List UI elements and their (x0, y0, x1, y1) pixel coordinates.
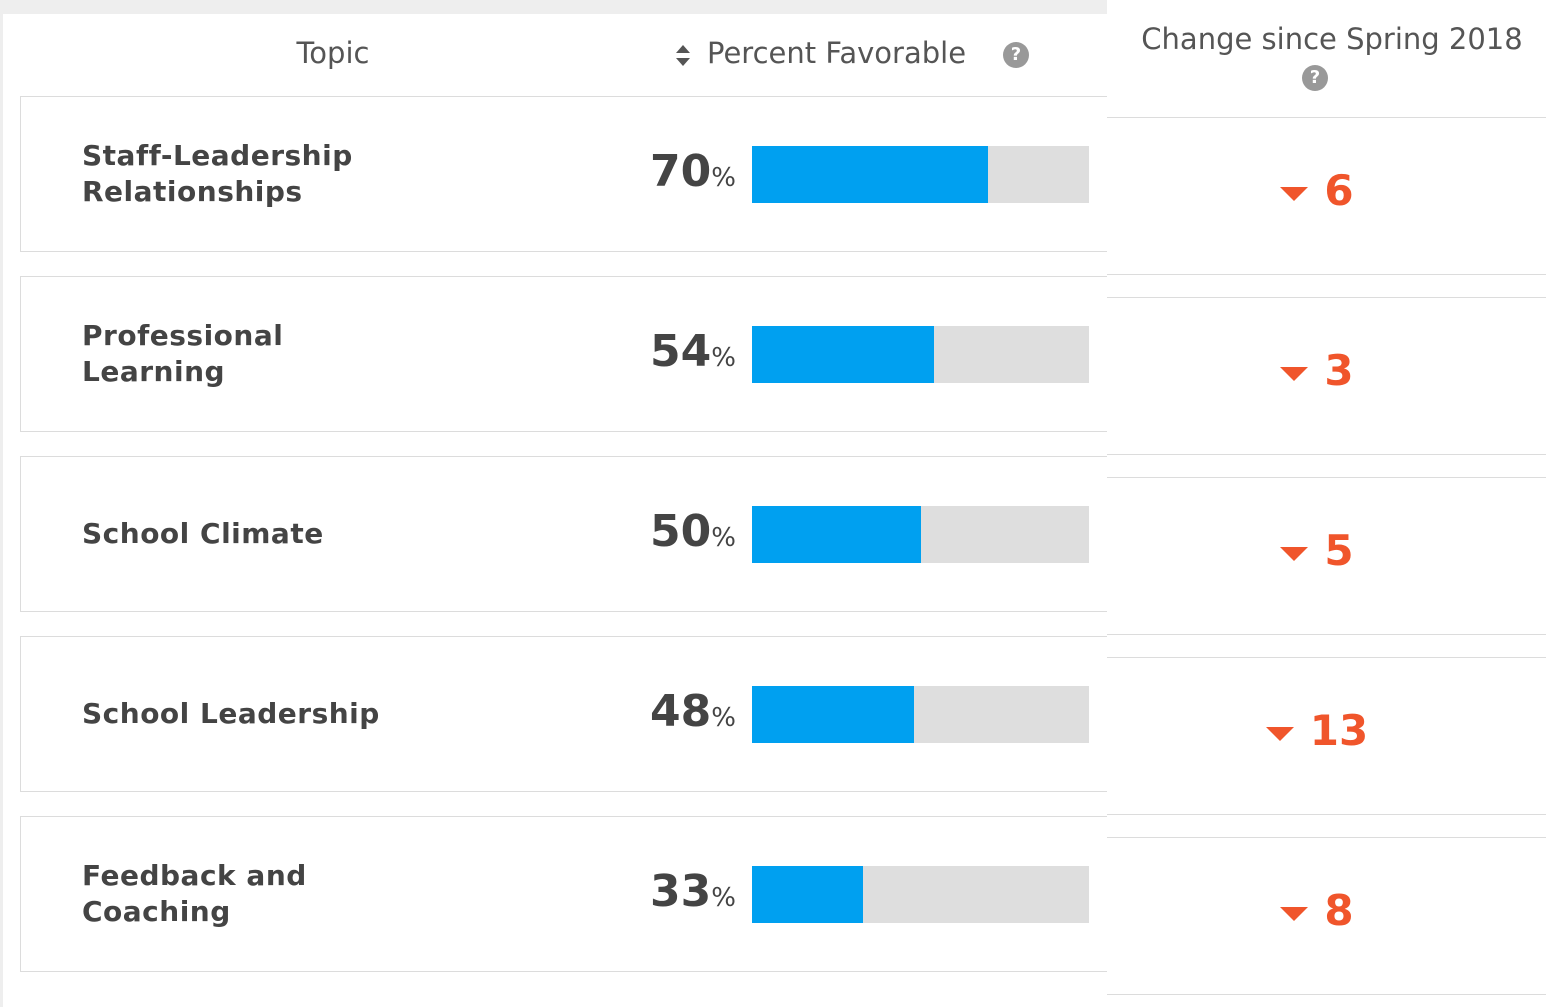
bar-track (752, 506, 1089, 563)
down-arrow (1280, 906, 1309, 921)
bar-track (752, 866, 1089, 923)
change-label: 8 (1107, 886, 1527, 935)
topic-label: Professional Learning (82, 319, 284, 388)
percent-header[interactable]: Percent Favorable (707, 36, 967, 70)
percent-value: 70 (650, 146, 712, 197)
down-arrow (1280, 186, 1309, 201)
bar (752, 506, 921, 563)
topic-header[interactable]: Topic (296, 36, 370, 70)
bar-track (752, 686, 1089, 743)
change-cell (1107, 837, 1546, 995)
change-label: 5 (1107, 526, 1527, 575)
change-cell (1107, 477, 1546, 635)
change-header: Change since Spring 2018 (1141, 22, 1523, 56)
change-value: 6 (1324, 166, 1354, 215)
percent-label: 70% (650, 146, 736, 197)
percent-unit: % (711, 883, 736, 913)
change-label: 3 (1107, 346, 1527, 395)
change-label: 13 (1107, 706, 1527, 755)
percent-unit: % (711, 703, 736, 733)
change-cell (1107, 297, 1546, 455)
change-label: 6 (1107, 166, 1527, 215)
percent-unit: % (711, 343, 736, 373)
change-cell (1107, 657, 1546, 815)
help-icon[interactable]: ? (1302, 65, 1328, 91)
down-arrow (1280, 366, 1309, 381)
sort-icon[interactable] (674, 42, 692, 70)
topic-label: Staff-Leadership Relationships (82, 139, 353, 208)
percent-label: 33% (650, 866, 736, 917)
percent-label: 48% (650, 686, 736, 737)
topic-label: School Leadership (82, 697, 380, 730)
down-arrow (1265, 726, 1294, 741)
percent-unit: % (711, 523, 736, 553)
bar (752, 326, 934, 383)
change-value: 5 (1324, 526, 1354, 575)
topic-label: School Climate (82, 517, 324, 550)
change-value: 13 (1309, 706, 1369, 755)
percent-value: 33 (650, 866, 712, 917)
percent-label: 50% (650, 506, 736, 557)
help-icon[interactable]: ? (1003, 42, 1029, 68)
percent-value: 48 (650, 686, 712, 737)
percent-value: 54 (650, 326, 712, 377)
change-cell (1107, 117, 1546, 275)
percent-unit: % (711, 163, 736, 193)
percent-value: 50 (650, 506, 712, 557)
bar-track (752, 326, 1089, 383)
bar-track (752, 146, 1089, 203)
bar (752, 866, 864, 923)
bar (752, 686, 914, 743)
topic-label: Feedback and Coaching (82, 859, 307, 928)
percent-label: 54% (650, 326, 736, 377)
change-value: 8 (1324, 886, 1354, 935)
change-value: 3 (1324, 346, 1354, 395)
down-arrow (1280, 546, 1309, 561)
bar (752, 146, 988, 203)
